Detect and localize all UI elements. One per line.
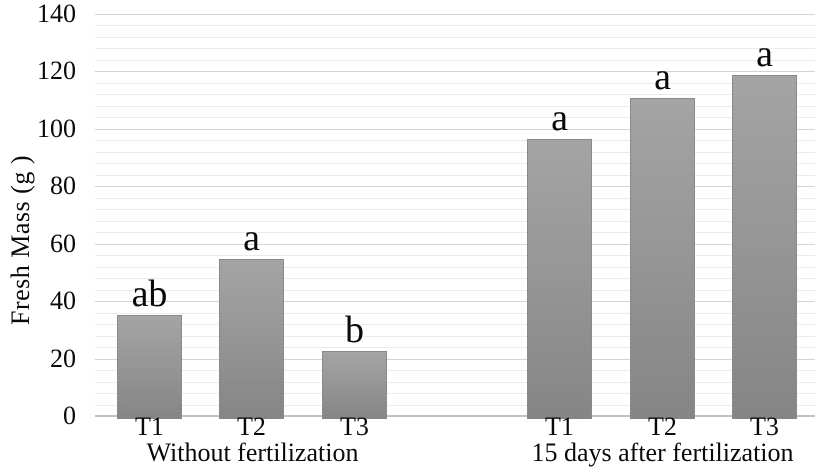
bar-without-t3	[322, 351, 387, 419]
minor-gridline	[95, 335, 815, 337]
minor-gridline	[95, 151, 815, 153]
major-gridline	[95, 71, 815, 72]
x-axis-line	[95, 415, 815, 417]
minor-gridline	[95, 25, 815, 26]
minor-gridline	[95, 324, 815, 325]
major-gridline	[95, 13, 815, 15]
bar-annotation-letter: a	[756, 33, 773, 76]
major-gridline	[95, 128, 815, 130]
minor-gridline	[95, 278, 815, 279]
major-gridline	[95, 358, 815, 360]
y-tick-label: 40	[50, 286, 76, 315]
minor-gridline	[95, 312, 815, 314]
group-label: 15 days after fertilization	[531, 438, 794, 467]
y-tick-label: 120	[37, 56, 76, 85]
y-tick-label: 80	[50, 171, 76, 200]
x-tick-label: T1	[545, 412, 574, 441]
minor-gridline	[95, 404, 815, 406]
bar-without-t2	[219, 259, 284, 419]
minor-gridline	[95, 163, 815, 164]
y-tick-label: 60	[50, 228, 76, 258]
bar-annotation-letter: b	[345, 309, 364, 352]
minor-gridline	[95, 232, 815, 233]
minor-gridline	[95, 255, 815, 256]
y-tick-label: 100	[37, 113, 76, 143]
minor-gridline	[95, 94, 815, 95]
minor-gridline	[95, 140, 815, 141]
x-tick-label: T1	[135, 412, 164, 441]
minor-gridline	[95, 82, 815, 84]
x-tick-label: T3	[340, 412, 369, 441]
bar-15-t2	[630, 98, 695, 419]
minor-gridline	[95, 220, 815, 222]
minor-gridline	[95, 48, 815, 49]
minor-gridline	[95, 393, 815, 394]
x-tick-label: T2	[237, 412, 266, 441]
major-gridline	[95, 243, 815, 245]
major-gridline	[95, 301, 815, 302]
bar-15-t3	[732, 75, 797, 419]
bar-annotation-letter: ab	[131, 273, 168, 316]
minor-gridline	[95, 197, 815, 199]
bar-annotation-letter: a	[551, 96, 568, 139]
minor-gridline	[95, 105, 815, 107]
minor-gridline	[95, 59, 815, 61]
bar-without-t1	[117, 315, 182, 419]
bar-annotation-letter: a	[243, 217, 260, 260]
minor-gridline	[95, 289, 815, 291]
minor-gridline	[95, 370, 815, 371]
bar-annotation-letter: a	[654, 56, 671, 99]
y-tick-label: 140	[37, 0, 76, 28]
minor-gridline	[95, 347, 815, 348]
minor-gridline	[95, 266, 815, 268]
y-tick-label: 0	[63, 401, 76, 430]
group-label: Without fertilization	[146, 438, 359, 467]
minor-gridline	[95, 381, 815, 383]
minor-gridline	[95, 117, 815, 118]
major-gridline	[95, 186, 815, 187]
minor-gridline	[95, 36, 815, 38]
minor-gridline	[95, 174, 815, 176]
bar-15-t1	[527, 138, 592, 419]
y-tick-label: 20	[50, 343, 76, 373]
x-tick-label: T2	[648, 412, 677, 441]
x-tick-label: T3	[750, 412, 779, 441]
minor-gridline	[95, 209, 815, 210]
